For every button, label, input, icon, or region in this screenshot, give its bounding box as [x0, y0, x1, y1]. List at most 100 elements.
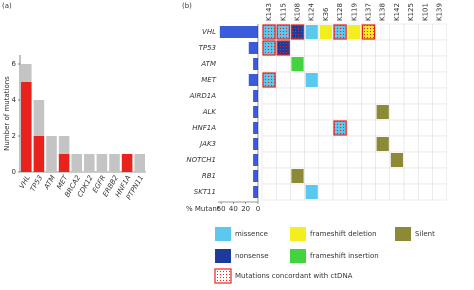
- percent-bar: [253, 58, 258, 70]
- grid-cell: [346, 39, 362, 57]
- grid-cell: [361, 71, 376, 89]
- grid-cell: [403, 119, 419, 137]
- gene-label: ATM: [200, 60, 216, 68]
- grid-cell: [304, 151, 320, 169]
- grid-cell: [432, 23, 447, 41]
- grid-cell: [318, 103, 334, 121]
- grid-cell: [375, 167, 391, 185]
- grid-cell: [318, 135, 334, 153]
- grid-cell: [346, 71, 362, 89]
- grid-cell: [375, 55, 391, 73]
- bar-segment: [21, 82, 32, 172]
- grid-cell: [332, 135, 348, 153]
- grid-cell: [389, 167, 405, 185]
- grid-cell: [318, 183, 334, 201]
- mutation-cell: [305, 73, 318, 87]
- grid-cell: [346, 87, 362, 105]
- bar-segment: [84, 154, 95, 172]
- concordant-marker: [333, 24, 347, 40]
- percent-bar: [253, 186, 258, 198]
- grid-cell: [417, 39, 433, 57]
- sample-label: K124: [308, 3, 316, 21]
- grid-cell: [332, 103, 348, 121]
- concordant-marker: [262, 40, 276, 56]
- grid-cell: [403, 135, 419, 153]
- sample-label: K125: [407, 3, 415, 21]
- legend-label: frameshift deletion: [310, 230, 377, 238]
- grid-cell: [432, 119, 447, 137]
- grid-cell: [304, 135, 320, 153]
- grid-cell: [361, 103, 376, 121]
- sample-label: K119: [350, 3, 358, 21]
- percent-bar: [219, 26, 258, 38]
- grid-cell: [318, 119, 334, 137]
- grid-cell: [261, 55, 277, 73]
- y-tick-label: 6: [12, 60, 17, 68]
- legend-label: frameshift insertion: [310, 252, 379, 260]
- sample-label: K138: [379, 3, 387, 21]
- grid-cell: [361, 151, 376, 169]
- mutation-cell: [291, 169, 304, 183]
- grid-cell: [361, 135, 376, 153]
- concordant-marker: [290, 24, 305, 40]
- grid-cell: [304, 87, 320, 105]
- grid-cell: [417, 71, 433, 89]
- grid-cell: [375, 119, 391, 137]
- legend-swatch: [290, 227, 306, 241]
- grid-cell: [403, 55, 419, 73]
- mutation-cell: [390, 153, 403, 167]
- bar-segment: [71, 154, 82, 172]
- grid-cell: [332, 87, 348, 105]
- grid-cell: [275, 167, 291, 185]
- sample-label: K137: [365, 3, 373, 21]
- grid-cell: [361, 55, 376, 73]
- concordant-marker: [333, 120, 347, 136]
- grid-cell: [375, 87, 391, 105]
- panel-label: (b): [182, 2, 192, 10]
- bar-segment: [109, 154, 120, 172]
- gene-label: SKT11: [194, 188, 216, 196]
- grid-cell: [375, 23, 391, 41]
- bar-segment: [134, 154, 145, 172]
- grid-cell: [389, 103, 405, 121]
- mutation-cell: [305, 25, 318, 39]
- grid-cell: [275, 135, 291, 153]
- grid-cell: [275, 55, 291, 73]
- grid-cell: [432, 55, 447, 73]
- grid-cell: [332, 55, 348, 73]
- grid-cell: [417, 135, 433, 153]
- grid-cell: [346, 167, 362, 185]
- grid-cell: [403, 71, 419, 89]
- grid-cell: [403, 87, 419, 105]
- grid-cell: [432, 151, 447, 169]
- grid-cell: [261, 103, 277, 121]
- concordant-marker: [276, 24, 291, 40]
- sample-label: K36: [322, 7, 330, 21]
- x-tick-label: 40: [229, 205, 238, 213]
- sample-label: K128: [336, 3, 344, 21]
- gene-label: TP53: [199, 44, 216, 52]
- grid-cell: [304, 39, 320, 57]
- grid-cell: [417, 87, 433, 105]
- gene-label: ALK: [202, 108, 218, 116]
- y-tick-label: 2: [12, 132, 16, 140]
- bar-segment: [58, 154, 70, 172]
- grid-cell: [290, 87, 305, 105]
- y-tick-label: 0: [12, 168, 16, 176]
- grid-cell: [275, 87, 291, 105]
- x-tick-label: 20: [241, 205, 250, 213]
- bar-segment: [46, 136, 57, 172]
- grid-cell: [361, 119, 376, 137]
- grid-cell: [389, 183, 405, 201]
- grid-cell: [375, 183, 391, 201]
- panel-label: (a): [2, 2, 12, 10]
- grid-cell: [318, 87, 334, 105]
- grid-cell: [304, 55, 320, 73]
- grid-cell: [332, 71, 348, 89]
- grid-cell: [403, 151, 419, 169]
- bar-segment: [121, 154, 133, 172]
- concordant-marker: [361, 24, 376, 40]
- bar-segment: [58, 136, 70, 154]
- concordant-marker: [262, 72, 276, 88]
